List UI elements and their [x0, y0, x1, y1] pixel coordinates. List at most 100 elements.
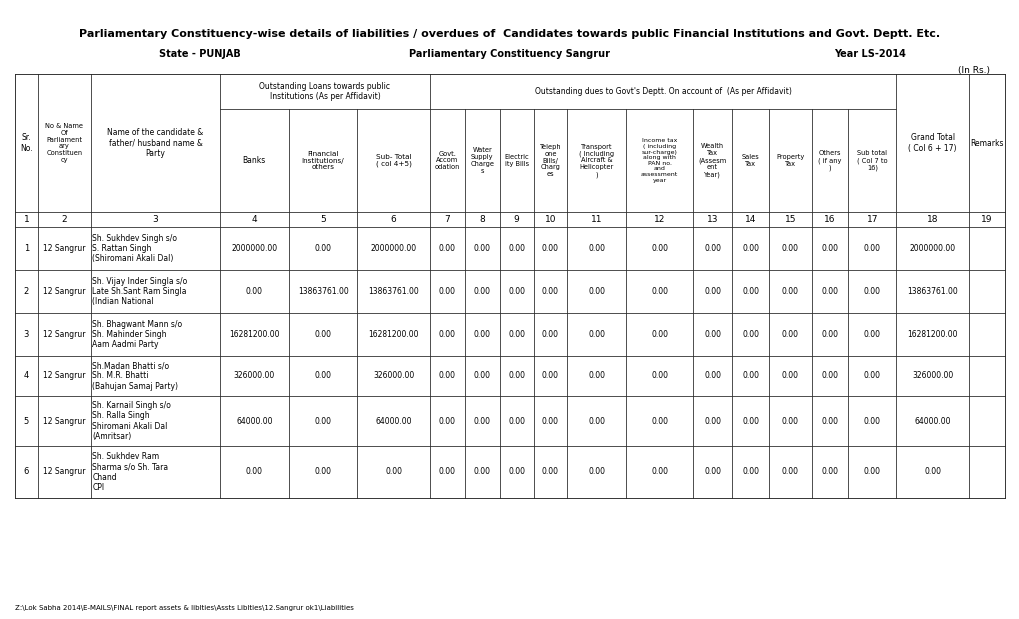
- Text: State - PUNJAB: State - PUNJAB: [159, 49, 240, 59]
- Bar: [811, 109, 848, 212]
- Text: 0.00: 0.00: [742, 467, 758, 477]
- Bar: [357, 446, 429, 498]
- Text: 2000000.00: 2000000.00: [370, 244, 417, 253]
- Text: Financial
Institutions/
others: Financial Institutions/ others: [302, 151, 344, 170]
- Text: 13: 13: [706, 215, 717, 224]
- Bar: [732, 356, 768, 396]
- Text: 0.00: 0.00: [650, 371, 667, 381]
- Bar: [848, 109, 896, 212]
- Bar: [768, 356, 811, 396]
- Bar: [91, 313, 220, 356]
- Text: Parliamentary Constituency-wise details of liabilities / overdues of  Candidates: Parliamentary Constituency-wise details …: [79, 29, 940, 39]
- Text: 2: 2: [23, 287, 30, 296]
- Text: 0.00: 0.00: [863, 330, 880, 339]
- Text: 12 Sangrur: 12 Sangrur: [43, 287, 86, 296]
- Bar: [968, 212, 1004, 227]
- Bar: [91, 227, 220, 270]
- Bar: [38, 396, 91, 446]
- Text: 1: 1: [23, 215, 30, 224]
- Bar: [15, 270, 38, 313]
- Text: 0.00: 0.00: [650, 287, 667, 296]
- Text: 326000.00: 326000.00: [911, 371, 953, 381]
- Text: 0.00: 0.00: [314, 244, 331, 253]
- Bar: [896, 396, 968, 446]
- Text: 64000.00: 64000.00: [913, 417, 950, 425]
- Bar: [220, 396, 288, 446]
- Text: 0.00: 0.00: [703, 467, 720, 477]
- Text: 0.00: 0.00: [541, 330, 558, 339]
- Bar: [499, 313, 533, 356]
- Text: 0.00: 0.00: [588, 244, 604, 253]
- Bar: [465, 356, 499, 396]
- Bar: [567, 270, 626, 313]
- Bar: [91, 270, 220, 313]
- Text: Name of the candidate &
father/ husband name &
Party: Name of the candidate & father/ husband …: [107, 129, 204, 158]
- Text: 16281200.00: 16281200.00: [907, 330, 957, 339]
- Bar: [811, 270, 848, 313]
- Bar: [288, 227, 357, 270]
- Bar: [768, 396, 811, 446]
- Text: 0.00: 0.00: [541, 287, 558, 296]
- Bar: [567, 212, 626, 227]
- Text: 5: 5: [320, 215, 326, 224]
- Text: 4: 4: [23, 371, 30, 381]
- Text: 10: 10: [544, 215, 555, 224]
- Bar: [732, 446, 768, 498]
- Text: 0.00: 0.00: [742, 371, 758, 381]
- Bar: [38, 356, 91, 396]
- Bar: [91, 356, 220, 396]
- Bar: [533, 212, 567, 227]
- Bar: [811, 227, 848, 270]
- Text: 0.00: 0.00: [588, 417, 604, 425]
- Bar: [896, 313, 968, 356]
- Text: Sub- Total
( col 4+5): Sub- Total ( col 4+5): [375, 154, 412, 167]
- Bar: [626, 109, 692, 212]
- Bar: [357, 227, 429, 270]
- Bar: [91, 74, 220, 212]
- Text: Water
Supply
Charge
s: Water Supply Charge s: [470, 147, 494, 173]
- Bar: [768, 270, 811, 313]
- Bar: [288, 212, 357, 227]
- Text: 0.00: 0.00: [923, 467, 941, 477]
- Text: 0.00: 0.00: [314, 417, 331, 425]
- Bar: [429, 109, 465, 212]
- Text: 19: 19: [980, 215, 991, 224]
- Bar: [848, 396, 896, 446]
- Text: 0.00: 0.00: [821, 371, 838, 381]
- Bar: [288, 446, 357, 498]
- Bar: [465, 227, 499, 270]
- Text: 0.00: 0.00: [703, 244, 720, 253]
- Text: Electric
ity Bills: Electric ity Bills: [503, 154, 529, 167]
- Bar: [499, 446, 533, 498]
- Text: 0.00: 0.00: [588, 467, 604, 477]
- Bar: [626, 356, 692, 396]
- Bar: [533, 270, 567, 313]
- Bar: [38, 270, 91, 313]
- Text: 12 Sangrur: 12 Sangrur: [43, 244, 86, 253]
- Text: 0.00: 0.00: [314, 371, 331, 381]
- Text: 0.00: 0.00: [507, 467, 525, 477]
- Text: 0.00: 0.00: [650, 244, 667, 253]
- Bar: [429, 74, 896, 109]
- Text: 0.00: 0.00: [782, 330, 798, 339]
- Bar: [499, 270, 533, 313]
- Text: 18: 18: [926, 215, 937, 224]
- Text: 0.00: 0.00: [588, 287, 604, 296]
- Bar: [38, 212, 91, 227]
- Bar: [220, 212, 288, 227]
- Text: Sh. Vijay Inder Singla s/o
Late Sh.Sant Ram Singla
(Indian National: Sh. Vijay Inder Singla s/o Late Sh.Sant …: [93, 277, 187, 306]
- Text: 0.00: 0.00: [821, 287, 838, 296]
- Text: Sub total
( Col 7 to
16): Sub total ( Col 7 to 16): [856, 150, 887, 171]
- Bar: [896, 356, 968, 396]
- Text: 0.00: 0.00: [314, 330, 331, 339]
- Bar: [533, 227, 567, 270]
- Text: 0.00: 0.00: [385, 467, 401, 477]
- Bar: [768, 227, 811, 270]
- Bar: [896, 227, 968, 270]
- Bar: [15, 212, 38, 227]
- Bar: [15, 446, 38, 498]
- Text: Wealth
Tax
(Assesm
ent
Year): Wealth Tax (Assesm ent Year): [698, 144, 726, 178]
- Text: 0.00: 0.00: [438, 417, 455, 425]
- Bar: [288, 313, 357, 356]
- Text: 0.00: 0.00: [782, 417, 798, 425]
